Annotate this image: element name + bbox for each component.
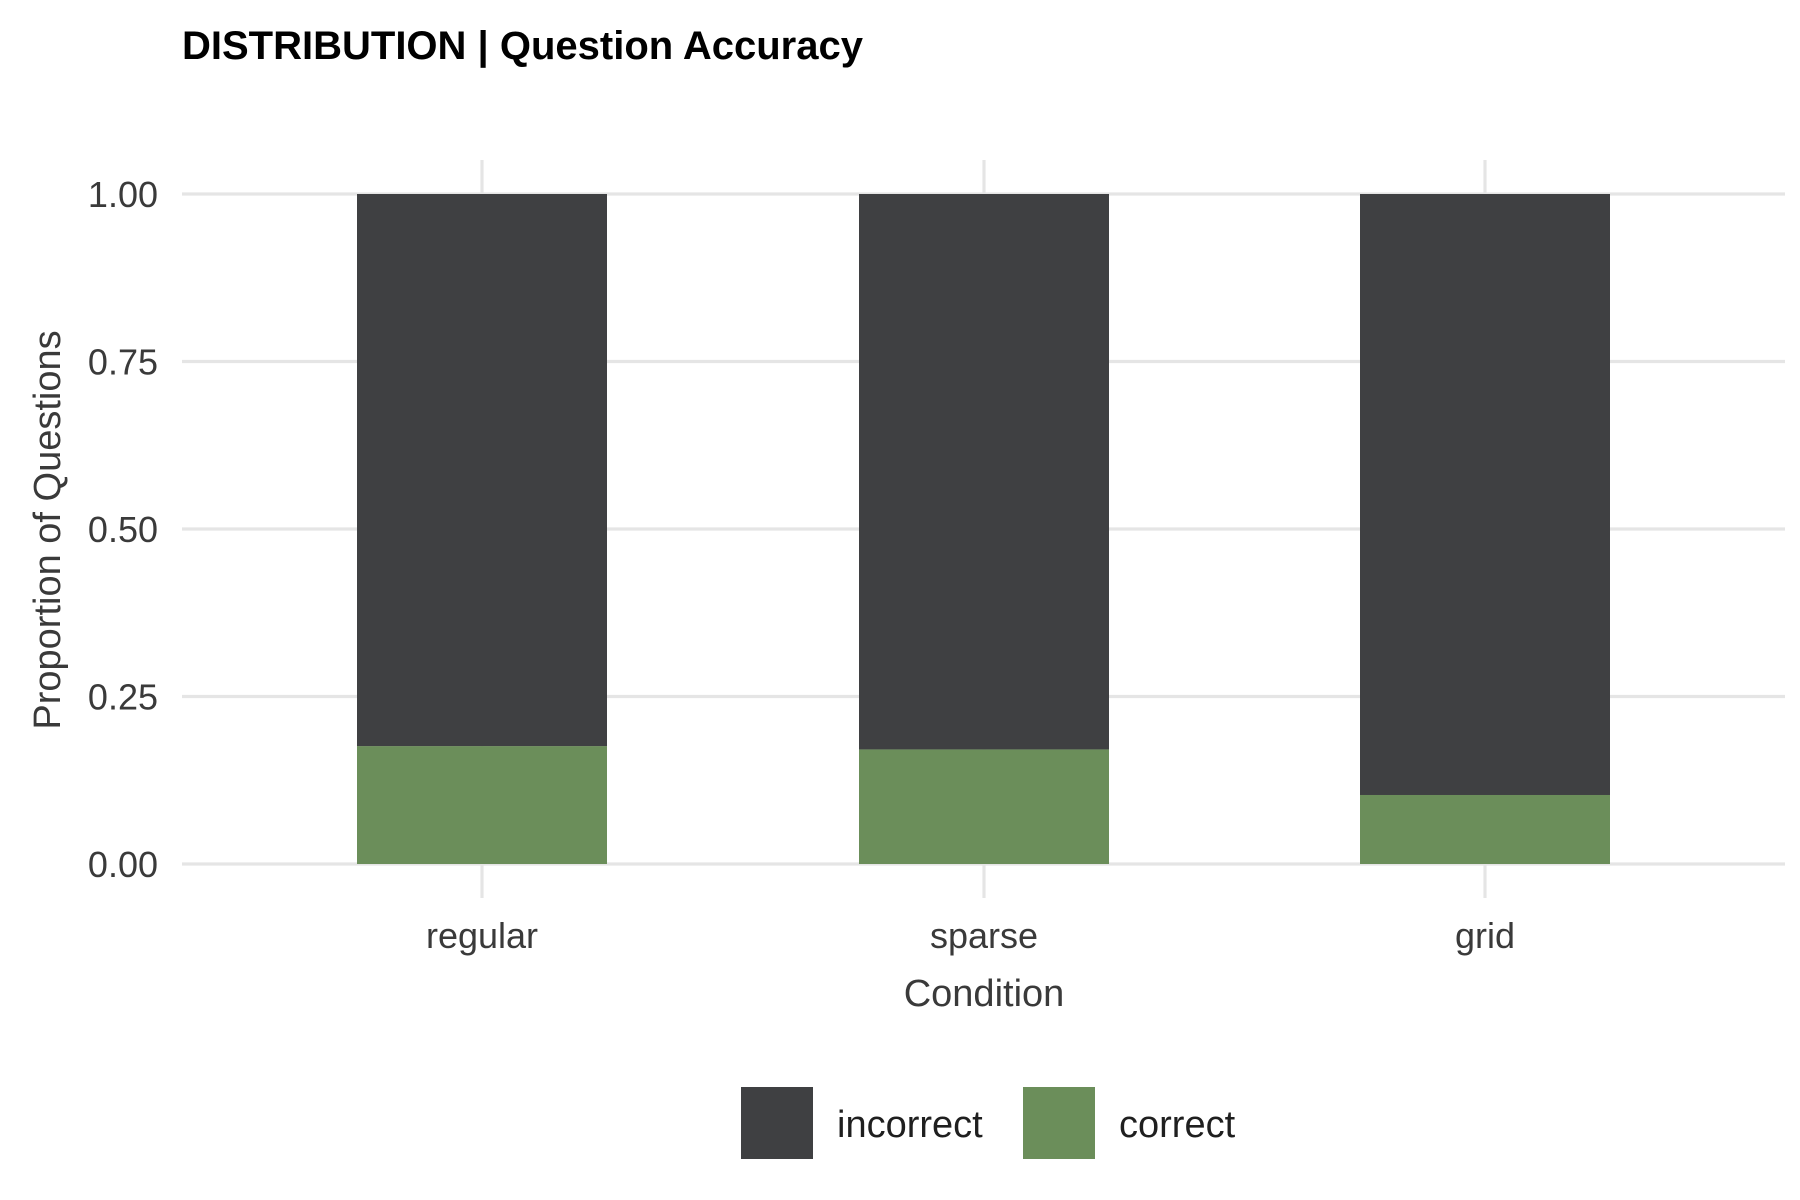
y-tick-label: 0.75 <box>88 342 158 383</box>
y-tick-label: 0.00 <box>88 844 158 885</box>
bar-incorrect-sparse <box>859 194 1109 750</box>
x-axis-ticks: regular sparse grid <box>426 915 1515 956</box>
x-tick-label: grid <box>1455 915 1515 956</box>
chart-title: DISTRIBUTION | Question Accuracy <box>182 24 864 68</box>
y-tick-label: 1.00 <box>88 174 158 215</box>
legend-label-incorrect: incorrect <box>837 1104 983 1146</box>
y-tick-label: 0.50 <box>88 509 158 550</box>
legend-label-correct: correct <box>1119 1104 1236 1146</box>
legend: incorrect correct <box>741 1087 1236 1159</box>
bar-incorrect-regular <box>357 194 607 747</box>
x-tick-label: sparse <box>930 915 1038 956</box>
bars <box>357 194 1610 864</box>
x-tick-label: regular <box>426 915 538 956</box>
bar-correct-sparse <box>859 749 1109 864</box>
y-tick-label: 0.25 <box>88 677 158 718</box>
legend-swatch-correct <box>1023 1087 1095 1159</box>
bar-incorrect-grid <box>1360 194 1610 795</box>
y-axis-ticks: 0.00 0.25 0.50 0.75 1.00 <box>88 174 158 885</box>
x-axis-title: Condition <box>904 973 1065 1015</box>
legend-swatch-incorrect <box>741 1087 813 1159</box>
bar-correct-regular <box>357 746 607 864</box>
y-axis-title: Proportion of Questions <box>27 330 69 729</box>
bar-correct-grid <box>1360 794 1610 864</box>
